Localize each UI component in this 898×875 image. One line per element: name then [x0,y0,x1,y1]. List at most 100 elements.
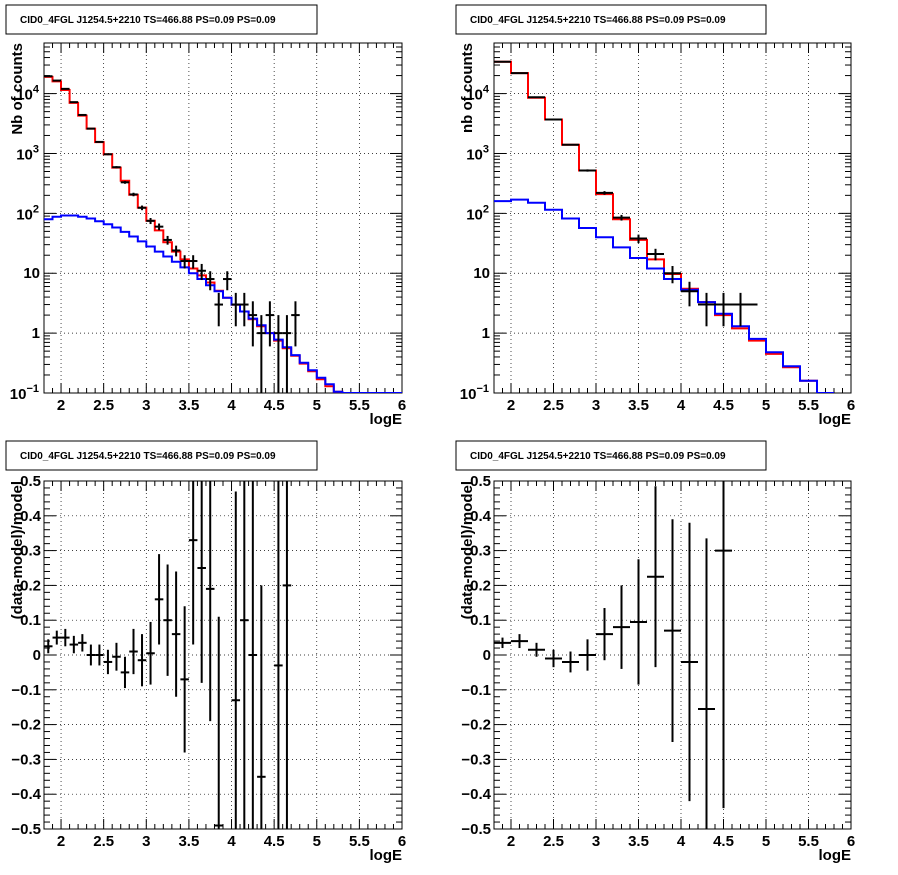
x-tick-label: 3.5 [178,397,199,414]
data-point [112,166,121,169]
x-tick-label: 5.5 [349,397,370,414]
data-point [511,634,528,649]
data-point [154,223,164,231]
y-tick-label: 104 [466,84,490,104]
x-tick-label: 2 [57,833,65,850]
x-tick-label: 6 [847,833,855,850]
x-tick-label: 3 [142,397,150,414]
y-axis [494,480,851,830]
data-point [545,118,562,121]
y-tick-label: 1 [32,325,40,342]
y-tick-label: 1 [482,325,490,342]
x-axis-label: logE [370,411,403,428]
data-point [197,263,206,281]
x-tick-label: 2 [507,833,515,850]
data-point [171,245,181,257]
data-point [282,315,292,393]
y-tick-label: 0.4 [20,508,42,525]
data-point [291,301,300,347]
y-axis-label: (data-model)/model [9,481,26,619]
x-tick-label: 6 [398,397,406,414]
y-tick-label: −0.5 [11,821,41,838]
data-point [44,639,53,654]
data-point [647,486,664,668]
data-point [248,301,258,347]
x-tick-label: 2.5 [93,397,114,414]
x-tick-label: 3.5 [178,833,199,850]
data-point [528,96,545,99]
x-tick-label: 2.5 [543,397,564,414]
x-tick-label: 5 [313,833,321,850]
y-tick-label: 0.3 [470,543,491,560]
data-point [95,644,104,666]
y-tick-label: 102 [466,203,489,223]
data-point [129,628,138,675]
title-box [5,440,318,471]
x-tick-label: 4 [227,833,236,850]
x-tick-label: 2.5 [93,833,114,850]
data-point [562,651,579,673]
y-tick-label: −0.5 [461,821,491,838]
y-tick-label: −0.2 [11,717,41,734]
data-point [129,192,138,197]
title-text: CID0_4FGL J1254.5+2210 TS=466.88 PS=0.09… [470,451,726,462]
data-point [664,266,681,284]
plot-area [494,60,834,393]
data-point [596,608,613,661]
data-point [240,292,249,327]
chart-panel-4: CID0_4FGL J1254.5+2210 TS=466.88 PS=0.09… [455,440,855,864]
y-tick-label: 0.2 [20,577,41,594]
x-tick-label: 3 [142,833,150,850]
data-point [214,616,223,829]
grid [44,43,402,393]
y-tick-label: 103 [466,143,489,163]
data-point [265,301,275,347]
data-point [647,248,664,261]
title-box [455,440,767,471]
y-tick-label: 102 [16,203,39,223]
data-point [562,143,579,146]
data-point [282,481,292,829]
data-point [188,255,198,269]
y-axis-label: (data-model)/model [459,481,476,619]
data-point [664,519,681,742]
y-tick-label: 0 [483,647,491,664]
data-point [630,559,647,685]
y-tick-label: 0.4 [470,508,492,525]
data-point [69,635,79,654]
data-point [723,292,758,327]
plot-area [44,481,292,829]
data-point [681,281,698,307]
x-tick-label: 5.5 [349,833,370,850]
y-axis [494,42,851,394]
data-point [163,235,172,245]
data-point [231,292,241,327]
grid [494,43,851,393]
data-point [205,481,215,722]
y-tick-label: 103 [16,143,39,163]
data-point [579,639,596,671]
chart-title: CID0_4FGL J1254.5+2210 TS=466.88 PS=0.09… [5,440,318,471]
x-tick-label: 5.5 [798,833,819,850]
data-point [494,637,511,649]
y-tick-label: 0.5 [470,473,491,490]
data-point [257,315,266,393]
data-point [69,101,79,104]
chart-title: CID0_4FGL J1254.5+2210 TS=466.88 PS=0.09… [455,4,767,35]
plot-area [44,75,402,393]
x-tick-label: 5 [313,397,321,414]
y-axis [44,42,402,394]
data-point [154,554,164,645]
chart-panel-3: CID0_4FGL J1254.5+2210 TS=466.88 PS=0.09… [5,440,406,864]
data-point [528,642,545,657]
data-point [78,634,87,652]
data-point [698,292,715,327]
data-point [86,644,96,666]
data-point [120,656,130,689]
x-tick-label: 4 [677,833,686,850]
y-tick-label: 0.3 [20,543,41,560]
data-point [613,585,630,669]
x-axis-label: logE [819,411,852,428]
title-text: CID0_4FGL J1254.5+2210 TS=466.88 PS=0.09… [20,15,276,26]
y-tick-label: 0.1 [470,612,491,629]
